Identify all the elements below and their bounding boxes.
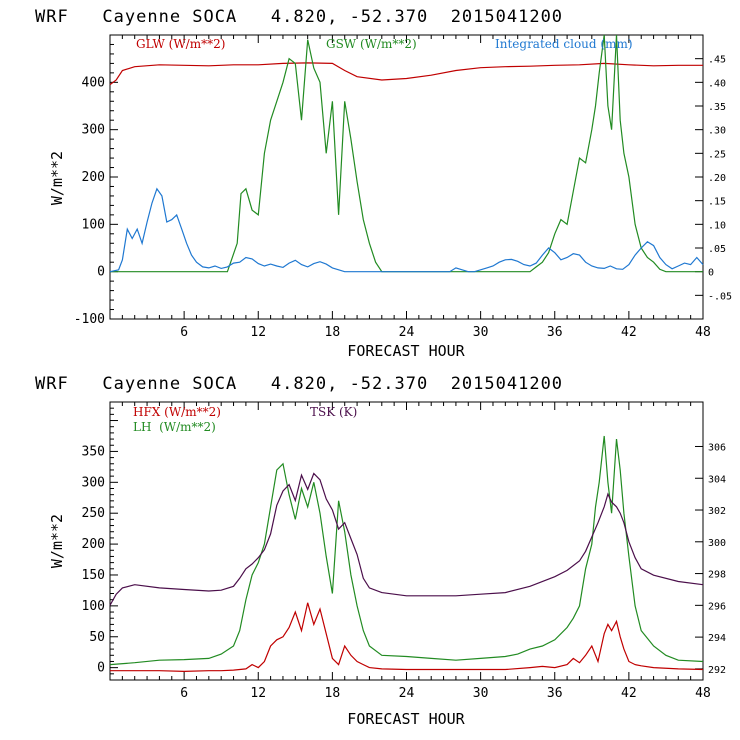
- y-tick-label: 0: [97, 265, 105, 280]
- right-tick-label: .15: [708, 197, 726, 208]
- chart-2-y-ticks: 0 50 100 150 200 250 300 350: [82, 401, 118, 681]
- right-tick-label: 296: [708, 601, 726, 612]
- legend-glw: GLW (W/m**2): [136, 37, 225, 51]
- right-tick-label: 294: [708, 633, 726, 644]
- right-tick-label: .40: [708, 78, 726, 89]
- x-tick-label: 30: [473, 325, 489, 340]
- right-tick-label: 304: [708, 474, 726, 485]
- chart-2-plot-frame: [109, 401, 704, 681]
- y-tick-label: 200: [82, 170, 105, 185]
- right-tick-label: 292: [708, 665, 726, 676]
- right-tick-label: .20: [708, 173, 726, 184]
- y-tick-label: -100: [74, 312, 105, 327]
- chart-1-title: WRF Cayenne SOCA 4.820, -52.370 20150412…: [35, 7, 563, 27]
- chart-1-y-ticks: -100 0 100 200 300 400: [74, 34, 118, 327]
- y-tick-label: 100: [82, 217, 105, 232]
- y-tick-label: 300: [82, 123, 105, 138]
- y-tick-label: 0: [97, 661, 105, 676]
- legend-tsk: TSK (K): [310, 405, 357, 419]
- chart-1-x-ticks: 6 12 18 24 30 36 42 48: [109, 35, 711, 340]
- chart-1-y-axis-label: W/m**2: [48, 151, 66, 205]
- x-tick-label: 24: [399, 686, 415, 701]
- legend-gsw: GSW (W/m**2): [326, 37, 417, 51]
- x-tick-label: 12: [250, 325, 266, 340]
- chart-2-x-axis-label: FORECAST HOUR: [347, 710, 465, 728]
- right-tick-label: .25: [708, 149, 726, 160]
- series-line-lh: [109, 435, 704, 666]
- x-tick-label: 18: [325, 686, 341, 701]
- chart-radiation: WRF Cayenne SOCA 4.820, -52.370 20150412…: [35, 7, 732, 360]
- right-tick-label: 306: [708, 442, 726, 453]
- legend-hfx: HFX (W/m**2): [133, 405, 221, 419]
- right-tick-label: .05: [708, 244, 726, 255]
- series-line-gsw: [110, 34, 703, 273]
- y-tick-label: 50: [89, 630, 105, 645]
- legend-lh: LH (W/m**2): [133, 420, 216, 434]
- chart-2-x-ticks: 6 12 18 24 30 36 42 48: [109, 402, 711, 701]
- right-tick-label: 302: [708, 506, 726, 517]
- x-tick-label: 12: [250, 686, 266, 701]
- y-tick-label: 300: [82, 475, 105, 490]
- chart-1-x-axis-label: FORECAST HOUR: [347, 342, 465, 360]
- right-tick-label: .35: [708, 102, 726, 113]
- x-tick-label: 36: [547, 686, 563, 701]
- right-tick-label: 298: [708, 570, 726, 581]
- y-tick-label: 150: [82, 568, 105, 583]
- x-tick-label: 30: [473, 686, 489, 701]
- chart-2-y-axis-label: W/m**2: [48, 514, 66, 568]
- x-tick-label: 18: [325, 325, 341, 340]
- right-tick-label: .30: [708, 126, 726, 137]
- right-tick-label: .10: [708, 220, 726, 231]
- right-tick-label: 0: [708, 268, 714, 279]
- right-tick-label: -.05: [708, 291, 732, 302]
- y-tick-label: 200: [82, 537, 105, 552]
- y-tick-label: 350: [82, 444, 105, 459]
- x-tick-label: 6: [180, 686, 188, 701]
- x-tick-label: 24: [399, 325, 415, 340]
- chart-2-right-ticks: 292 294 296 298 300 302 304 306: [695, 442, 726, 676]
- chart-2-title: WRF Cayenne SOCA 4.820, -52.370 20150412…: [35, 374, 563, 394]
- x-tick-label: 6: [180, 325, 188, 340]
- chart-2-series: [109, 435, 704, 673]
- series-line-tsk: [109, 472, 704, 606]
- right-tick-label: .45: [708, 55, 726, 66]
- series-line-hfx: [110, 602, 704, 673]
- series-line-glw: [109, 62, 703, 86]
- x-tick-label: 42: [621, 686, 637, 701]
- chart-1-right-ticks: -.05 0 .05 .10 .15 .20 .25 .30 .35 .40 .45: [695, 55, 732, 302]
- y-tick-label: 400: [82, 75, 105, 90]
- chart-1-series: [109, 34, 704, 273]
- right-tick-label: 300: [708, 538, 726, 549]
- legend-integrated-cloud: Integrated cloud (mm): [495, 37, 633, 51]
- x-tick-label: 36: [547, 325, 563, 340]
- x-tick-label: 48: [695, 686, 711, 701]
- series-line-integrated: [109, 187, 704, 273]
- chart-fluxes: WRF Cayenne SOCA 4.820, -52.370 20150412…: [35, 374, 726, 728]
- x-tick-label: 42: [621, 325, 637, 340]
- y-tick-label: 250: [82, 506, 105, 521]
- x-tick-label: 48: [695, 325, 711, 340]
- y-tick-label: 100: [82, 599, 105, 614]
